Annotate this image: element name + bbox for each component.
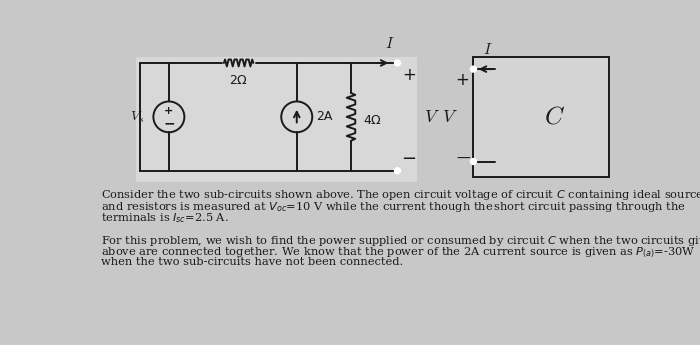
Text: $V_s$: $V_s$ [130,109,144,125]
Text: +: + [402,66,416,83]
Text: 4$\Omega$: 4$\Omega$ [363,114,382,127]
Text: $I$: $I$ [482,42,492,57]
Text: above are connected together. We know that the power of the 2A current source is: above are connected together. We know th… [102,245,696,260]
Text: terminals is $I_{sc}$=2.5 A.: terminals is $I_{sc}$=2.5 A. [102,211,229,225]
Circle shape [395,60,400,66]
Text: $V$: $V$ [442,108,458,126]
Text: $V$: $V$ [424,108,440,126]
Text: $I$: $I$ [385,36,395,51]
Text: −: − [402,150,416,168]
Circle shape [395,168,400,174]
Text: 2A: 2A [316,110,332,124]
Text: and resistors is measured at $V_{oc}$=10 V while the current though the$\,$short: and resistors is measured at $V_{oc}$=10… [102,200,686,214]
Circle shape [470,159,476,164]
Text: For this problem, we wish to find the power supplied or consumed by circuit $C$ : For this problem, we wish to find the po… [102,234,700,247]
FancyBboxPatch shape [136,57,417,181]
Text: —: — [456,152,470,166]
Text: +: + [455,71,469,89]
Text: 2$\Omega$: 2$\Omega$ [229,74,248,87]
Text: −: − [163,116,175,130]
FancyBboxPatch shape [473,57,609,177]
Text: when the two sub-circuits have not been connected.: when the two sub-circuits have not been … [102,257,404,267]
Text: Consider the two sub-circuits shown above. The open circuit voltage of circuit $: Consider the two sub-circuits shown abov… [102,188,700,202]
Circle shape [470,67,476,72]
Text: $C$: $C$ [545,105,566,129]
Text: +: + [164,107,174,117]
